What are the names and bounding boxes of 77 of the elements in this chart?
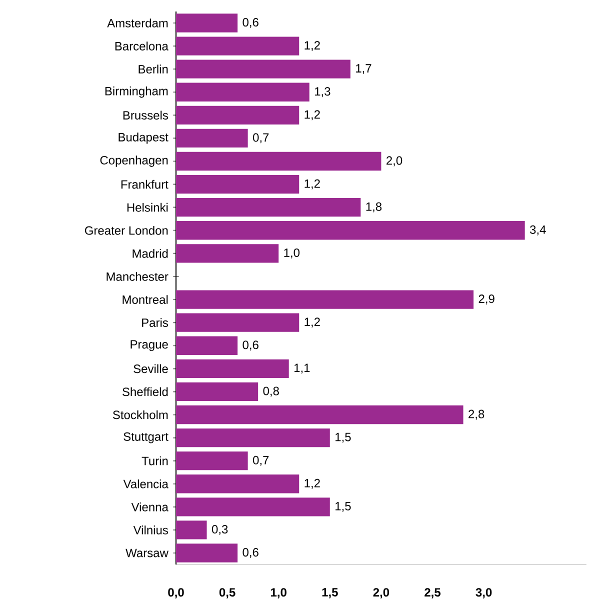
bar [176,382,258,402]
y-tick-label: Helsinki [127,202,168,212]
bar [176,221,525,240]
data-label: 2,0 [386,156,402,166]
bar [176,474,300,494]
bar [176,14,238,32]
x-tick-label: 2,0 [373,588,390,598]
bar [176,405,464,424]
x-tick-label: 0,5 [219,588,236,598]
bar [176,82,310,102]
y-tick-label: Seville [134,364,168,374]
y-tick-label: Montreal [122,295,168,304]
data-label: 0,6 [242,340,258,351]
bar [176,336,238,355]
data-label: 1,3 [315,87,330,98]
data-label: 1,8 [366,202,382,212]
data-label: 0,7 [252,133,269,144]
bar [176,36,300,56]
data-label: 1,5 [336,432,351,443]
y-tick-label: Vienna [131,502,168,512]
data-label: 0,6 [242,548,258,558]
y-tick-label: Amsterdam [107,18,168,28]
bar [176,544,238,562]
data-label: 2,8 [468,410,484,420]
bar [176,452,248,470]
y-tick-label: Brussels [123,110,168,120]
x-tick-label: 3,0 [476,588,492,598]
y-tick-label: Copenhagen [100,156,168,167]
bar [176,313,300,332]
data-label: 1,0 [284,248,300,258]
y-tick-label: Prague [130,340,168,351]
x-tick-label: 0,0 [168,588,184,598]
y-tick-label: Birmingham [105,86,168,98]
x-tick-label: 1,5 [322,588,338,598]
data-label: 1,2 [304,478,320,489]
bar [176,174,300,194]
data-label: 1,2 [304,179,320,190]
data-label: 1,2 [304,110,320,120]
data-label: 0,6 [242,18,258,28]
y-tick-label: Manchester [106,272,168,281]
data-label: 0,7 [252,456,269,466]
data-label: 3,4 [530,225,546,236]
bar [176,498,330,516]
y-tick-label: Frankfurt [121,180,168,189]
x-tick-label: 1,0 [271,588,286,598]
y-tick-label: Paris [142,318,168,327]
bar [176,359,289,378]
bar [176,428,330,448]
y-tick-label: Stockholm [112,410,168,420]
y-tick-label: Warsaw [126,548,168,558]
y-tick-label: Vilnius [133,526,168,534]
y-tick-label: Sheffield [122,387,168,396]
y-tick-label: Stuttgart [124,432,168,444]
data-label: 1,5 [336,502,351,512]
y-tick-label: Madrid [132,249,168,258]
y-tick-label: Turin [142,456,168,466]
bar [176,244,279,263]
data-label: 2,9 [478,294,494,304]
bar [176,290,474,309]
y-tick-label: Barcelona [115,42,168,50]
y-tick-label: Greater London [84,226,168,235]
bar [176,152,382,171]
bar [176,60,350,78]
data-label: 1,7 [356,64,372,74]
data-label: 0,8 [263,386,279,397]
data-label: 1,2 [304,318,320,328]
data-label: 1,1 [294,364,310,374]
data-label: 1,2 [304,41,320,51]
y-tick-label: Valencia [123,479,168,488]
bar [176,198,361,217]
bar [176,128,248,148]
y-tick-label: Berlin [138,64,168,74]
data-label: 0,3 [212,525,228,535]
bar [176,520,207,540]
bar [176,106,300,124]
y-tick-label: Budapest [118,132,168,144]
x-tick-label: 2,5 [424,588,440,598]
